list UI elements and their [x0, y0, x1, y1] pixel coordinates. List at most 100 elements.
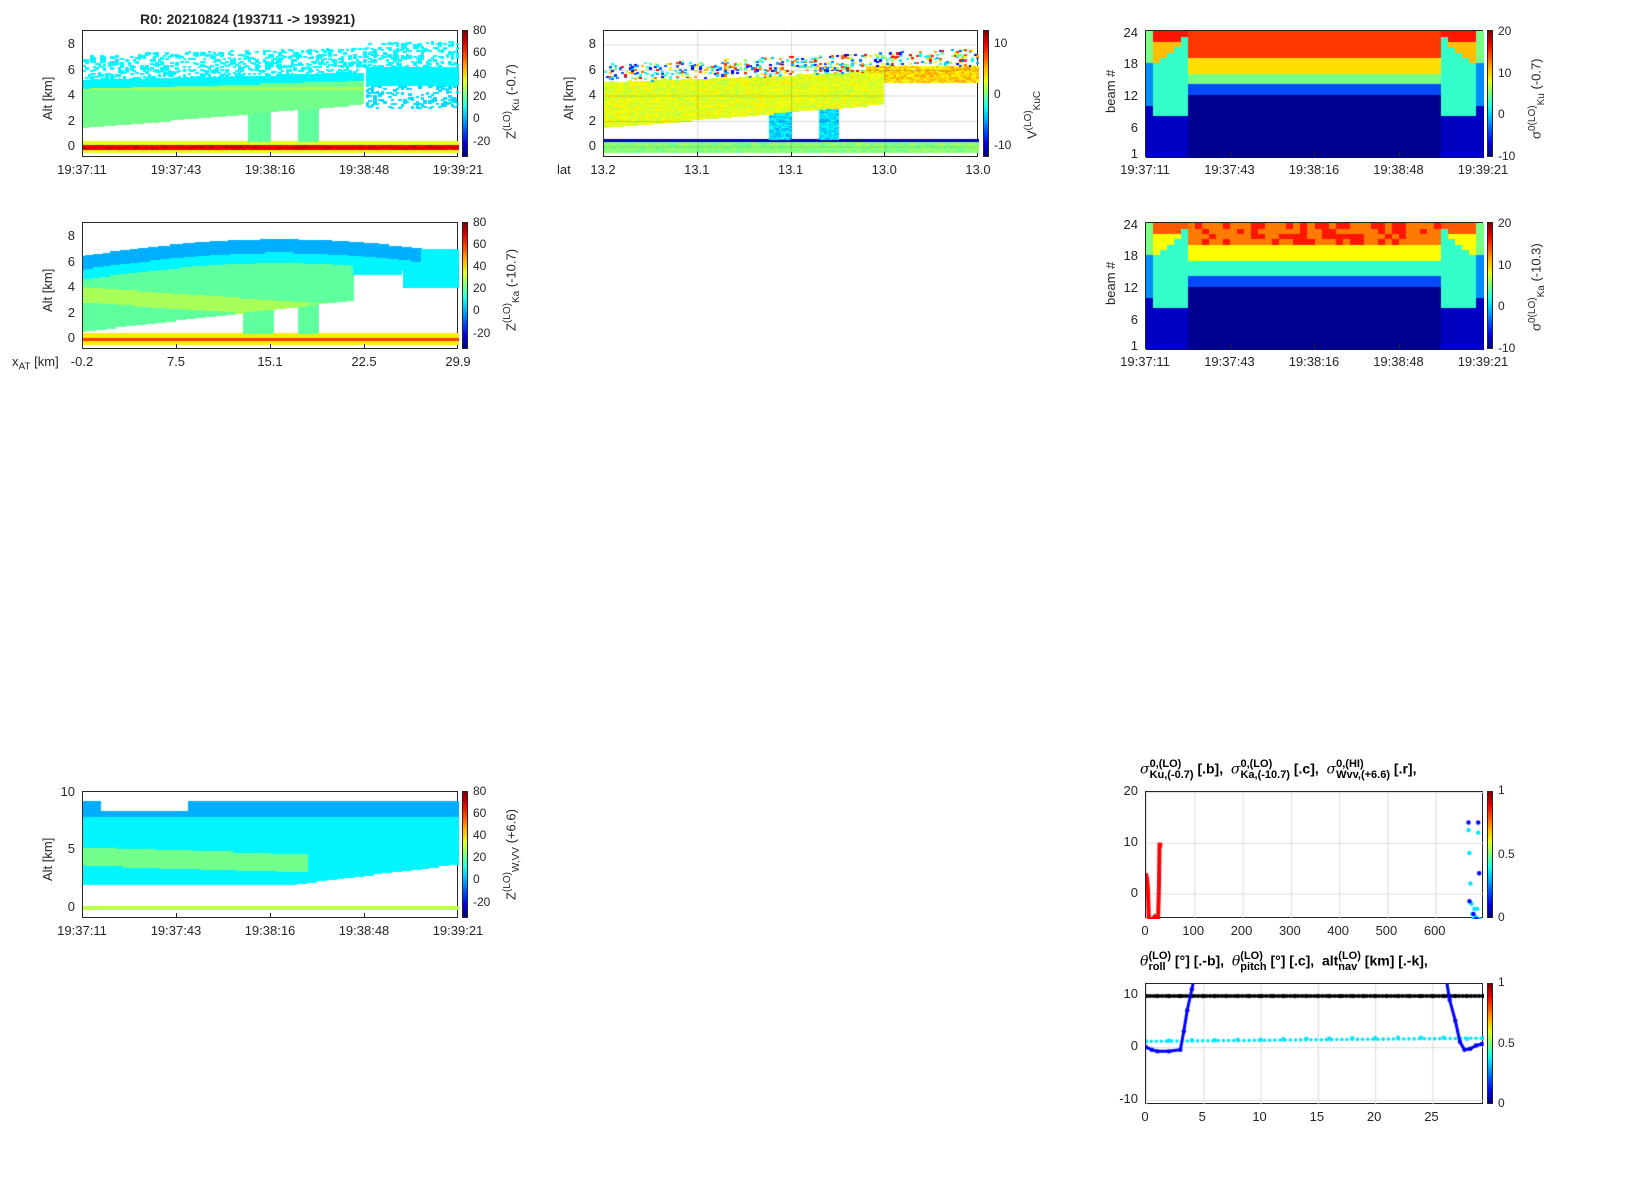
p8-ytick-label: -10 — [1119, 1090, 1138, 1106]
p6-colorbar-tick: -20 — [473, 894, 491, 909]
p5-colorbar-label: σ0(LO)Ka (-10.3) — [1527, 242, 1547, 331]
p3-ytick-label: 6 — [1130, 119, 1138, 135]
p3-ytick-label: 12 — [1123, 88, 1138, 104]
p4-xtick-label: 29.9 — [445, 354, 471, 369]
p3-colorbar-tick: 10 — [1498, 65, 1512, 80]
p2-colorbar-tick: 10 — [994, 35, 1008, 50]
p8-xtick-label: 10 — [1252, 1109, 1267, 1124]
p4-xtick-label: 7.5 — [166, 354, 186, 369]
p8-colorbar — [1487, 983, 1493, 1104]
p7-axes — [1145, 791, 1484, 919]
p6-xtick-label: 19:38:48 — [338, 923, 390, 938]
p5-plot-area — [1146, 223, 1484, 350]
p3-xtick-mark — [1398, 152, 1400, 157]
p3-colorbar — [1487, 30, 1493, 157]
p4-plot-area — [83, 223, 459, 350]
p5-colorbar — [1487, 222, 1493, 349]
p8-xtick-label: 20 — [1366, 1109, 1382, 1124]
p3-colorbar-tick: 0 — [1498, 107, 1505, 122]
p5-xtick-mark — [1229, 344, 1231, 349]
p1-colorbar-tick: -20 — [473, 133, 491, 148]
p2-ytick-label: 0 — [588, 138, 596, 154]
p1-ytick-label: 8 — [67, 36, 75, 52]
p1-colorbar-tick: 0 — [473, 111, 480, 126]
p2-ytick-label: 2 — [588, 112, 596, 128]
p3-plot-area — [1146, 31, 1484, 158]
p7-colorbar-tick: 0 — [1498, 910, 1505, 924]
p1-ytick-label: 0 — [67, 138, 75, 154]
p5-colorbar-tick: 10 — [1498, 257, 1512, 272]
p6-xtick-mark — [270, 913, 271, 918]
p4-axes — [82, 222, 459, 350]
p2-ytick-label: 8 — [588, 36, 596, 52]
p5-ytick-label: 24 — [1123, 216, 1138, 232]
p3-xtick-mark — [1229, 152, 1231, 157]
p7-xtick-label: 0 — [1141, 923, 1149, 938]
p1-xtick-label: 19:38:16 — [244, 162, 296, 177]
p2-xtick-label: 13.1 — [777, 162, 804, 177]
p7-ytick-label: 0 — [1130, 884, 1138, 900]
p2-colorbar-tick: 0 — [994, 87, 1001, 102]
p2-xtick-mark — [790, 152, 792, 157]
p7-xtick-label: 600 — [1423, 923, 1446, 938]
p1-colorbar-tick: 80 — [473, 23, 487, 38]
p5-xtick-label: 19:38:16 — [1288, 354, 1340, 369]
p2-ytick-label: 6 — [588, 61, 596, 77]
p6-xtick-label: 19:38:16 — [244, 923, 296, 938]
p2-xtick-mark — [884, 152, 886, 157]
p1-plot-area — [83, 31, 459, 158]
p7-plot-area — [1146, 792, 1484, 919]
p7-xtick-label: 300 — [1278, 923, 1301, 938]
p6-colorbar-tick: 0 — [473, 872, 480, 887]
p4-colorbar-tick: 0 — [473, 303, 480, 318]
p5-xtick-label: 19:37:11 — [1120, 354, 1170, 369]
p3-xtick-label: 19:37:11 — [1120, 162, 1170, 177]
p5-ytick-label: 1 — [1130, 338, 1138, 354]
p1-axes — [82, 30, 459, 158]
p5-axes — [1145, 222, 1484, 350]
p7-xtick-label: 400 — [1327, 923, 1349, 938]
p6-colorbar-label: Z(LO)W,VV (+6.6) — [502, 808, 522, 900]
p3-xtick-label: 19:38:16 — [1288, 162, 1340, 177]
p1-colorbar-label: Z(LO)Ku (-0.7) — [502, 63, 522, 139]
p5-ytick-label: 6 — [1130, 311, 1138, 327]
p4-colorbar-tick: 20 — [473, 281, 487, 296]
p4-colorbar-tick: 80 — [473, 215, 487, 230]
p7-ytick-label: 20 — [1123, 783, 1138, 798]
p5-colorbar-tick: -10 — [1498, 341, 1516, 355]
p7-colorbar-tick: 0.5 — [1498, 846, 1515, 861]
p4-ytick-label: 8 — [67, 228, 75, 244]
p4-colorbar-tick: -20 — [473, 325, 491, 340]
figure-title: R0: 20210824 (193711 -> 193921) — [140, 11, 356, 27]
p6-xtick-mark — [364, 913, 365, 918]
p7-title: σ 0,(LO) Ku,(-0.7) [.b], σ 0,(LO) Ka,(-10.7)… — [1140, 758, 1417, 781]
p1-xtick-label: 19:39:21 — [432, 162, 484, 177]
p1-ytick-label: 4 — [67, 87, 75, 103]
p2-colorbar-label: V(LO)KuC — [1023, 90, 1043, 139]
p7-colorbar — [1487, 791, 1493, 918]
p6-axes — [82, 791, 459, 919]
p2-colorbar — [983, 30, 989, 157]
p4-ytick-label: 2 — [67, 304, 75, 320]
p4-colorbar-tick: 60 — [473, 237, 487, 252]
p6-ytick-label: 10 — [60, 784, 75, 800]
p6-ytick-label: 0 — [67, 898, 75, 914]
p2-axes — [603, 30, 979, 158]
p2-ytick-label: 4 — [588, 87, 596, 103]
p4-colorbar-label: Z(LO)Ka (-10.7) — [502, 248, 522, 331]
p3-xtick-label: 19:38:48 — [1373, 162, 1424, 177]
p3-colorbar-tick: 20 — [1498, 24, 1512, 39]
p1-xtick-label: 19:38:48 — [338, 162, 390, 177]
p3-colorbar-tick: -10 — [1498, 149, 1516, 163]
p8-xtick-label: 25 — [1424, 1109, 1439, 1124]
p6-xtick-mark — [176, 913, 177, 918]
p6-colorbar-tick: 80 — [473, 784, 487, 799]
p3-ytick-label: 24 — [1123, 24, 1138, 40]
p5-xtick-label: 19:38:48 — [1373, 354, 1424, 369]
p6-xtick-label: 19:39:21 — [432, 923, 484, 938]
p4-xtick-mark — [364, 344, 365, 349]
p6-xtick-label: 19:37:43 — [150, 923, 202, 938]
p3-xtick-mark — [1314, 152, 1315, 157]
p5-xtick-mark — [1314, 344, 1315, 349]
